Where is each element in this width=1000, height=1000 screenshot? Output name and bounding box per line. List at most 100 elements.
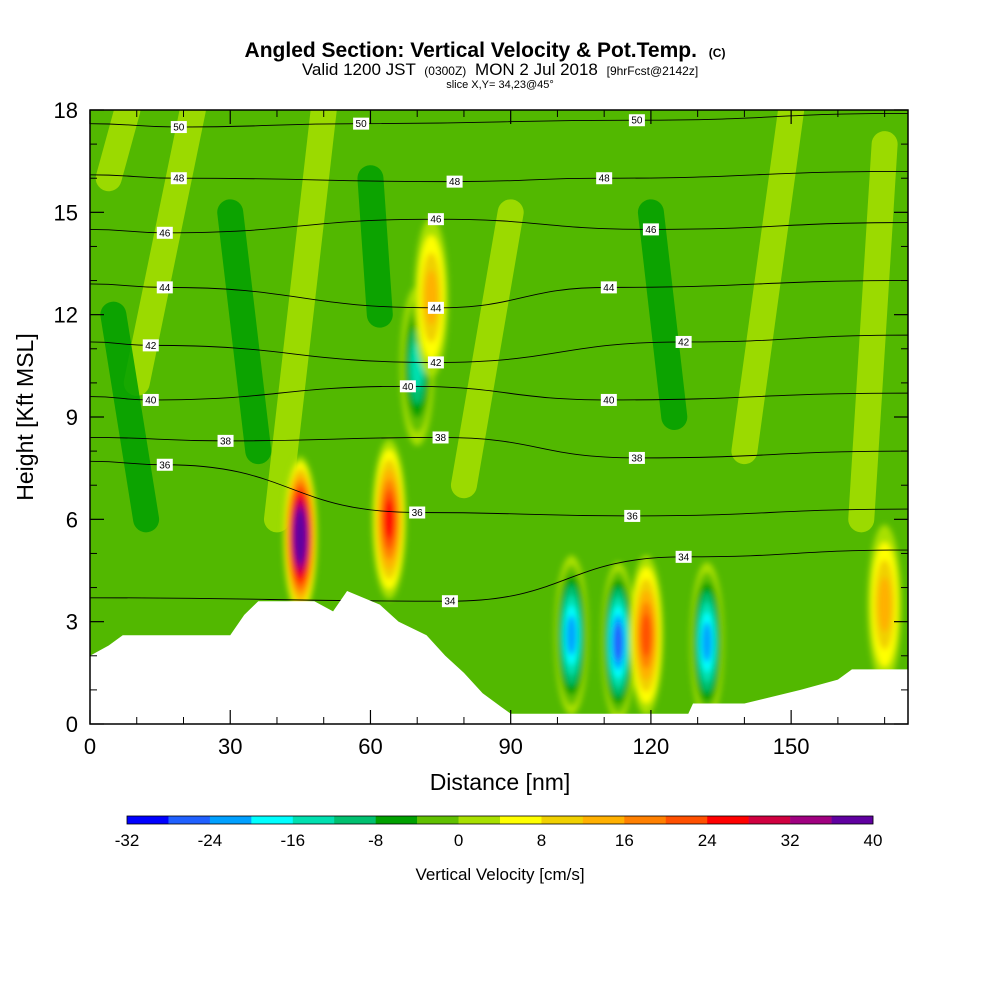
isentrope-label: 50: [631, 116, 643, 127]
colorbar-swatch: [127, 816, 169, 824]
velocity-shell: [384, 499, 395, 540]
velocity-shell: [424, 270, 438, 326]
colorbar-swatch: [748, 816, 791, 824]
velocity-shell: [878, 577, 892, 633]
isentrope-label: 40: [145, 395, 157, 406]
colorbar-swatch: [417, 816, 459, 824]
colorbar-label: 8: [537, 831, 546, 850]
colorbar-swatch: [665, 816, 708, 824]
x-axis-title: Distance [nm]: [430, 769, 571, 795]
isentrope-label: 48: [173, 174, 185, 185]
colorbar-swatch: [168, 816, 211, 824]
isentrope-label-box: [142, 393, 159, 406]
colorbar-label: 0: [454, 831, 463, 850]
isentrope-label-box: [642, 223, 659, 236]
velocity-cell: [372, 439, 407, 600]
y-tick-label: 0: [66, 712, 78, 737]
valid-time-line: Valid 1200 JST (0300Z) MON 2 Jul 2018 [9…: [302, 60, 698, 79]
isentrope-label: 44: [430, 303, 442, 314]
velocity-cell: [690, 562, 725, 723]
isentrope-label: 44: [603, 283, 615, 294]
velocity-band: [217, 199, 272, 465]
velocity-band: [637, 199, 688, 430]
isentrope-label-box: [170, 121, 187, 134]
isentrope-label: 38: [220, 436, 232, 447]
chart-title: Angled Section: Vertical Velocity & Pot.…: [245, 39, 726, 62]
x-tick-label: 0: [84, 734, 96, 759]
isentrope-label: 34: [444, 597, 456, 608]
colorbar-title: Vertical Velocity [cm/s]: [415, 865, 584, 884]
isentrope-label: 50: [356, 119, 368, 130]
y-axis-title: Height [Kft MSL]: [12, 333, 38, 500]
isentrope-label-box: [446, 175, 463, 188]
isentrope-label-box: [600, 281, 617, 294]
colorbar-swatch: [707, 816, 749, 824]
isentrope-label: 46: [159, 228, 171, 239]
isentrope-label: 46: [645, 225, 657, 236]
colorbar-swatch: [624, 816, 667, 824]
velocity-band: [357, 165, 393, 328]
velocity-shell: [566, 615, 577, 656]
isentrope-label: 42: [678, 337, 690, 348]
y-tick-label: 15: [54, 200, 78, 225]
colorbar-swatch: [541, 816, 584, 824]
x-tick-label: 150: [773, 734, 810, 759]
isentrope-labels: 50 50 50 48 48 48 46 46 46 44 44 44 42 42 42 40 40 40 38 38…: [142, 114, 692, 608]
isentrope-label-box: [142, 339, 159, 352]
slice-line: slice X,Y= 34,23@45°: [446, 79, 554, 91]
isentrope-label-box: [399, 380, 416, 393]
velocity-band: [731, 110, 805, 465]
isentrope-line: [90, 549, 908, 602]
velocity-features: [283, 217, 902, 723]
colorbar-swatch: [251, 816, 294, 824]
colorbar-label: 40: [864, 831, 883, 850]
isentrope-label: 48: [599, 174, 611, 185]
velocity-shell: [613, 623, 623, 661]
velocity-band: [123, 110, 206, 396]
isentrope-label: 48: [449, 177, 461, 188]
isentrope-label-box: [156, 458, 173, 471]
terrain: [90, 590, 908, 724]
isentrope-label-box: [628, 451, 645, 464]
y-tick-label: 3: [66, 610, 78, 635]
colorbar-label: 16: [615, 831, 634, 850]
isentrope-label-box: [156, 281, 173, 294]
isentrope-label-box: [353, 117, 370, 130]
colorbar-label: -16: [280, 831, 305, 850]
velocity-band: [263, 110, 337, 533]
isentrope-label: 36: [412, 508, 424, 519]
velocity-band: [95, 110, 141, 192]
isentrope-label-box: [217, 434, 234, 447]
velocity-cell: [867, 524, 902, 685]
y-tick-label: 6: [66, 507, 78, 532]
colorbar-frame: [126, 815, 874, 825]
colorbar-swatch: [831, 816, 874, 824]
isentrope-label-box: [432, 431, 449, 444]
colorbar-swatch: [458, 816, 501, 824]
isentrope-label: 46: [430, 215, 442, 226]
isentrope-label-box: [170, 172, 187, 185]
velocity-shell: [640, 613, 652, 657]
y-tick-label: 9: [66, 405, 78, 430]
velocity-cell: [629, 555, 664, 716]
isentrope-label-box: [441, 595, 458, 608]
velocity-band: [450, 199, 524, 499]
velocity-shell: [296, 520, 305, 553]
colorbar-swatch: [582, 816, 625, 824]
isentrope-label: 38: [435, 433, 447, 444]
title-block: Angled Section: Vertical Velocity & Pot.…: [245, 39, 726, 91]
isentrope-label-box: [675, 550, 692, 563]
colorbar-swatch: [375, 816, 418, 824]
isentrope-label-box: [156, 226, 173, 239]
y-tick-label: 12: [54, 303, 78, 328]
isentrope-label: 40: [603, 395, 615, 406]
plot-area: [90, 110, 908, 724]
x-tick-label: 120: [633, 734, 670, 759]
isentrope-label: 42: [430, 358, 442, 369]
isentrope-label: 38: [631, 453, 643, 464]
x-tick-label: 90: [498, 734, 522, 759]
isentrope-label-box: [427, 356, 444, 369]
isentrope-label-box: [600, 393, 617, 406]
